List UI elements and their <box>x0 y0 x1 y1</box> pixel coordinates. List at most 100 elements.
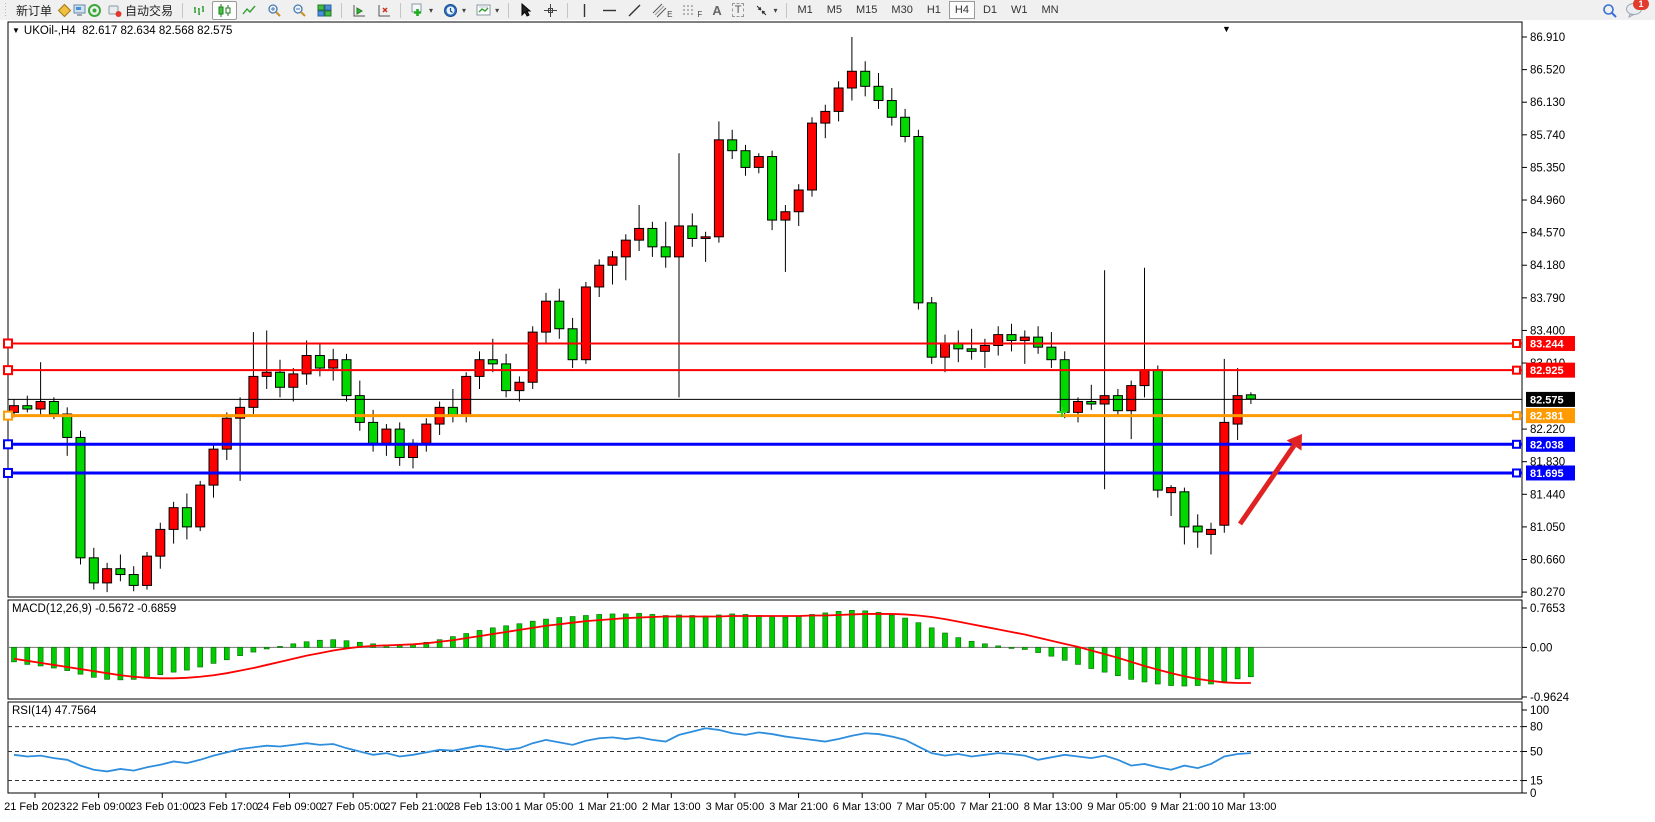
timeframe-button-m5[interactable]: M5 <box>826 4 843 16</box>
macd-histogram-bar <box>622 613 629 648</box>
time-axis-label: 7 Mar 05:00 <box>896 801 955 813</box>
line-anchor-handle[interactable] <box>3 365 13 376</box>
macd-histogram-bar <box>210 647 217 664</box>
macd-histogram-bar <box>716 614 722 648</box>
timeframe-button-mn[interactable]: MN <box>1041 4 1059 16</box>
timeframes-menu-button[interactable]: ▾ <box>438 1 471 20</box>
timeframe-button-h4[interactable]: H4 <box>948 1 975 19</box>
line-anchor-handle[interactable] <box>3 338 13 349</box>
text-tool-button[interactable]: A <box>707 1 726 20</box>
macd-histogram-bar <box>888 614 895 648</box>
candle-body <box>514 381 525 392</box>
zoom-out-button[interactable] <box>287 1 312 20</box>
macd-histogram-bar <box>689 615 696 648</box>
timeframe-button-m1[interactable]: M1 <box>797 4 813 16</box>
notifications-chat-icon[interactable]: 1 <box>1625 0 1649 18</box>
time-axis-label: 2 Mar 13:00 <box>642 801 701 813</box>
price-tick-label: 84.180 <box>1530 260 1565 272</box>
macd-histogram-bar <box>729 613 736 648</box>
indicator-window-button[interactable] <box>346 1 371 20</box>
arrows-tool-button[interactable]: ▾ <box>749 1 782 20</box>
macd-histogram-bar <box>91 647 97 678</box>
macd-histogram-bar <box>955 637 962 648</box>
toolbar-grip[interactable] <box>3 3 8 17</box>
timeframe-button-h1[interactable]: H1 <box>926 4 941 16</box>
time-axis-label: 21 Feb 2023 <box>4 801 66 813</box>
line-anchor-handle[interactable] <box>1512 338 1521 348</box>
equidistant-channel-tool-button[interactable]: E <box>647 1 677 20</box>
macd-histogram-bar <box>782 616 789 648</box>
candle-body <box>620 239 631 258</box>
price-level-label-text: 83.244 <box>1530 338 1565 350</box>
macd-histogram-bar <box>224 647 230 661</box>
macd-signal-line <box>13 613 1251 684</box>
tile-windows-button[interactable] <box>312 1 337 20</box>
candle-body <box>580 286 591 361</box>
line-anchor-handle[interactable] <box>3 467 13 478</box>
horizontal-line-tool-button[interactable] <box>597 1 622 20</box>
timeframe-button-w1[interactable]: W1 <box>1011 4 1028 16</box>
chart-shift-marker-icon[interactable]: ▼ <box>1222 24 1231 34</box>
timeframe-button-d1[interactable]: D1 <box>982 4 998 16</box>
candle-body <box>940 342 950 358</box>
add-indicator-button[interactable]: ▾ <box>405 1 438 20</box>
toolbar-separator <box>508 2 510 18</box>
crosshair-tool-button[interactable] <box>538 1 563 20</box>
line-anchor-handle[interactable] <box>3 410 13 421</box>
new-order-button[interactable]: 新订单 <box>11 1 57 20</box>
macd-histogram-bar <box>263 647 270 650</box>
candle-body <box>833 87 844 112</box>
macd-histogram-bar <box>51 647 57 669</box>
indicator-delete-button[interactable] <box>371 1 396 20</box>
candle-body <box>487 359 498 365</box>
macd-histogram-bar <box>995 645 1002 648</box>
candle-body <box>966 348 977 352</box>
one-click-collapse-icon[interactable]: ▼ <box>12 26 20 35</box>
trendline-tool-button[interactable] <box>622 1 647 20</box>
line-anchor-handle[interactable] <box>1512 439 1521 449</box>
market-watch-icon[interactable] <box>72 3 87 18</box>
price-tick-label: 86.520 <box>1530 65 1565 77</box>
candle-body <box>607 256 618 266</box>
trend-arrow[interactable] <box>1237 444 1297 526</box>
new-chart-icon[interactable] <box>57 3 72 18</box>
macd-histogram-bar <box>596 614 603 648</box>
zoom-in-button[interactable] <box>262 1 287 20</box>
fibonacci-tool-button[interactable]: F <box>677 1 707 20</box>
macd-pane-frame <box>7 599 1523 700</box>
macd-histogram-bar <box>277 646 283 648</box>
candle-body <box>1179 491 1190 528</box>
toolbar-separator <box>567 2 569 18</box>
trend-arrow-head[interactable] <box>1286 434 1302 451</box>
candle-body <box>288 373 299 388</box>
chart-canvas[interactable]: 86.910 86.520 86.130 85.740 85.350 84.960 84.5… <box>0 20 1655 822</box>
search-icon[interactable] <box>1602 3 1617 18</box>
timeframe-button-m30[interactable]: M30 <box>891 4 913 16</box>
candle-body <box>461 375 472 417</box>
candle-body <box>979 344 990 352</box>
line-chart-mode-button[interactable] <box>237 1 262 20</box>
line-anchor-handle[interactable] <box>1512 365 1521 375</box>
vertical-line-tool-button[interactable] <box>572 1 597 20</box>
auto-trading-icon <box>107 3 122 18</box>
timeframe-button-m15[interactable]: M15 <box>856 4 878 16</box>
templates-menu-button[interactable]: ▾ <box>471 1 504 20</box>
toolbar-separator <box>182 2 184 18</box>
bar-chart-mode-button[interactable] <box>187 1 212 20</box>
line-anchor-handle[interactable] <box>1512 411 1521 421</box>
line-anchor-handle[interactable] <box>1512 468 1521 478</box>
candle-body <box>102 568 113 584</box>
navigator-icon[interactable] <box>87 3 102 18</box>
time-axis-label: 1 Mar 05:00 <box>515 801 574 813</box>
price-level-label-text: 82.575 <box>1530 394 1564 406</box>
cursor-tool-button[interactable] <box>513 1 538 20</box>
candle-body <box>820 110 831 124</box>
line-anchor-handle[interactable] <box>3 439 13 450</box>
text-label-tool-button[interactable]: T <box>727 1 750 20</box>
candle-body <box>846 70 857 89</box>
macd-histogram-bar <box>676 614 682 648</box>
candlestick-mode-button[interactable] <box>212 0 238 20</box>
candle-body <box>9 405 19 413</box>
macd-histogram-bar <box>529 620 536 648</box>
auto-trading-button[interactable]: 自动交易 <box>102 1 178 20</box>
